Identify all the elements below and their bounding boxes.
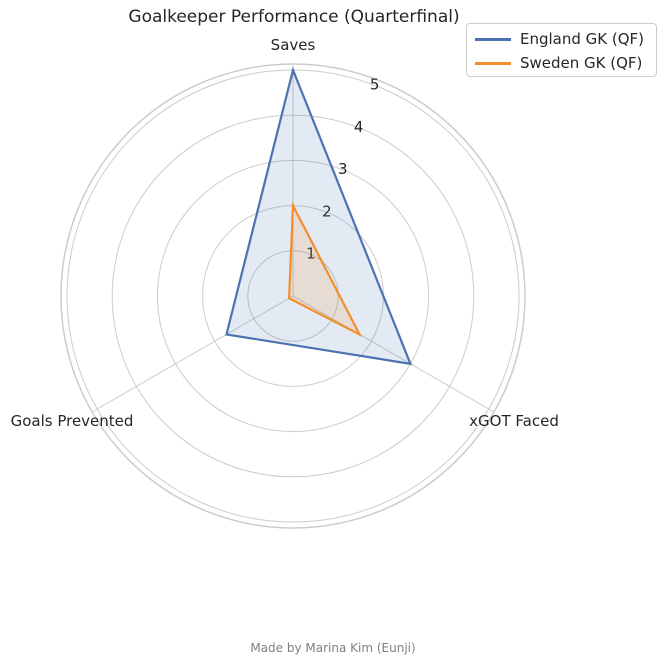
r-tick-label-1: 1 [306, 245, 316, 263]
series-1-polygon [287, 201, 363, 337]
axis-label-1: xGOT Faced [469, 412, 559, 430]
legend-item-sweden: Sweden GK (QF) [475, 52, 642, 74]
r-tick-label-2: 2 [322, 202, 332, 220]
series-0-polygon [225, 66, 413, 366]
r-tick-label-3: 3 [338, 160, 348, 178]
r-tick-label-5: 5 [370, 75, 380, 93]
r-tick-label-4: 4 [354, 118, 364, 136]
legend-swatch-sweden [475, 61, 511, 65]
axis-label-0: Saves [271, 36, 316, 54]
chart-title: Goalkeeper Performance (Quarterfinal) [128, 7, 460, 27]
legend-label-england: England GK (QF) [520, 30, 645, 48]
footer-credit: Made by Marina Kim (Eunji) [250, 641, 416, 655]
chart-legend: England GK (QF) Sweden GK (QF) [466, 23, 657, 77]
legend-label-sweden: Sweden GK (QF) [520, 54, 643, 72]
legend-item-england: England GK (QF) [475, 28, 644, 50]
axis-label-2: Goals Prevented [11, 412, 134, 430]
spoke-2 [91, 295, 294, 413]
legend-swatch-england [475, 37, 511, 41]
spoke-1 [292, 295, 495, 413]
